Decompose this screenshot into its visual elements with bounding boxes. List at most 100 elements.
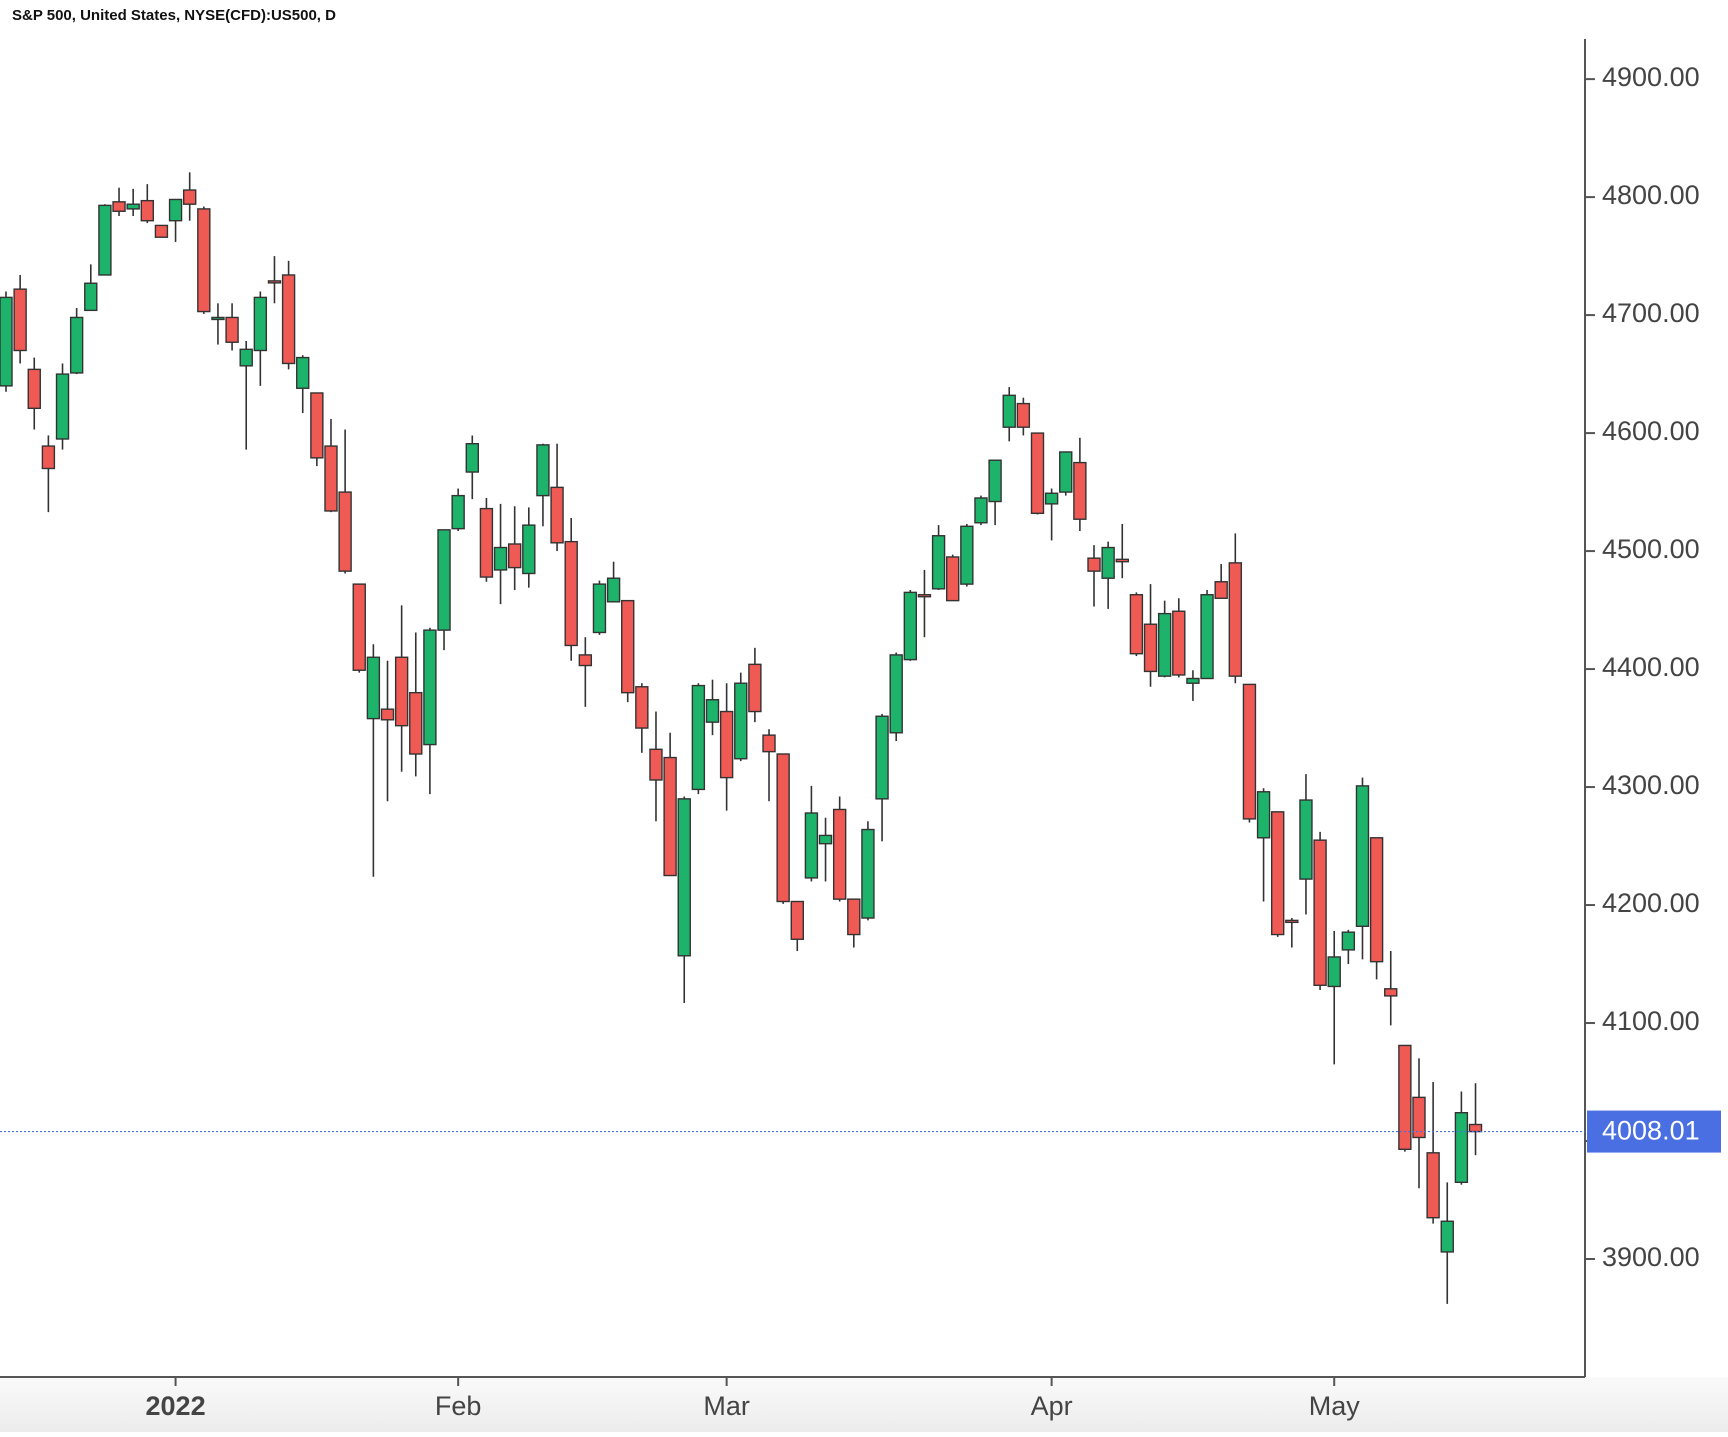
candle-body <box>1186 677 1200 684</box>
last-price-label: 4008.01 <box>1602 1116 1700 1146</box>
y-tick-label: 4800.00 <box>1602 180 1700 210</box>
candle-body <box>296 356 310 389</box>
y-tick-label: 4600.00 <box>1602 416 1700 446</box>
candle-body <box>1030 432 1045 515</box>
candle-body <box>1327 956 1341 988</box>
candle-body <box>1129 594 1144 655</box>
candle-body <box>790 900 804 940</box>
candle-body <box>84 282 98 312</box>
candle-body <box>1454 1112 1469 1184</box>
y-tick-label: 4400.00 <box>1602 652 1700 682</box>
candle-body <box>1355 785 1370 927</box>
candle-body <box>705 699 720 723</box>
candle-body <box>1270 811 1285 936</box>
candle-body <box>988 459 1002 503</box>
candle-body <box>1468 1123 1483 1133</box>
candle-body <box>1412 1096 1426 1139</box>
x-tick-label: 2022 <box>146 1391 206 1421</box>
candle-body <box>1101 546 1115 579</box>
candle-body <box>889 654 903 734</box>
candle-body <box>253 296 268 352</box>
candle-body <box>437 529 451 631</box>
candle-body <box>748 663 762 713</box>
candle-body <box>0 296 13 387</box>
candle-body <box>1398 1044 1412 1150</box>
candle-body <box>1285 919 1299 924</box>
x-tick-label: Apr <box>1031 1391 1073 1421</box>
candle-body <box>691 684 706 791</box>
candle-body <box>493 546 508 571</box>
candle-body <box>394 656 409 727</box>
last-price-box <box>1587 1110 1721 1153</box>
candle-body <box>324 445 338 512</box>
candle-body <box>154 224 169 238</box>
candle-body <box>946 556 960 602</box>
y-tick-label: 3900.00 <box>1602 1242 1700 1272</box>
candle-body <box>931 535 946 590</box>
candle-body <box>98 204 112 276</box>
candle-body <box>126 203 140 210</box>
candle-body <box>1172 610 1186 676</box>
candle-body <box>423 629 437 746</box>
candle-body <box>1073 461 1087 520</box>
candle-body <box>1369 837 1384 963</box>
candle-body <box>239 348 253 367</box>
candle-body <box>861 828 875 919</box>
candle-body <box>380 708 395 721</box>
candle-body <box>1200 594 1214 680</box>
y-tick-label: 4200.00 <box>1602 888 1700 918</box>
candle-body <box>281 274 296 365</box>
candle-body <box>1002 394 1016 428</box>
y-tick-label: 4300.00 <box>1602 770 1700 800</box>
candle-body <box>917 594 932 598</box>
candle-body <box>140 199 155 222</box>
candle-body <box>1087 557 1101 572</box>
candle-body <box>13 288 27 352</box>
candle-body <box>1016 402 1031 428</box>
x-tick-label: May <box>1309 1391 1361 1421</box>
candle-body <box>1228 562 1243 677</box>
chart-title: S&P 500, United States, NYSE(CFD):US500,… <box>12 7 336 24</box>
candle-body <box>225 316 239 343</box>
candle-body <box>69 316 84 374</box>
candle-body <box>409 691 423 755</box>
candle-body <box>621 599 635 694</box>
y-tick-label: 4900.00 <box>1602 62 1700 92</box>
candle-body <box>734 682 748 760</box>
candle-body <box>818 834 833 845</box>
x-tick-label: Feb <box>435 1391 482 1421</box>
candle-body <box>211 316 225 321</box>
candle-body <box>564 540 578 647</box>
candle-body <box>635 686 649 729</box>
candle-body <box>960 525 974 585</box>
candle-body <box>366 656 381 720</box>
y-tick-label: 4700.00 <box>1602 298 1700 328</box>
candle-body <box>1115 558 1129 563</box>
candle-body <box>1313 839 1327 986</box>
candle-body <box>1214 581 1228 599</box>
candle-body <box>592 583 607 634</box>
candle-body <box>832 808 847 900</box>
candle-body <box>1143 623 1158 673</box>
candle-body <box>479 507 494 578</box>
candle-body <box>550 486 564 544</box>
candle-body <box>762 734 776 753</box>
candle-body <box>536 444 550 497</box>
candle-body <box>182 189 197 205</box>
y-tick-label: 4500.00 <box>1602 534 1700 564</box>
candle-body <box>606 577 621 603</box>
candle-body <box>1384 988 1398 997</box>
candle-body <box>1044 492 1059 505</box>
candle-body <box>352 583 366 671</box>
candle-body <box>1256 791 1271 839</box>
y-tick-label: 4100.00 <box>1602 1006 1700 1036</box>
candle-body <box>719 710 734 779</box>
candle-body <box>804 812 819 879</box>
candle-body <box>507 543 522 569</box>
candle-body <box>776 753 790 903</box>
candle-body <box>677 798 691 957</box>
candle-body <box>1426 1152 1440 1219</box>
candle-body <box>168 198 183 222</box>
candle-body <box>522 524 536 575</box>
